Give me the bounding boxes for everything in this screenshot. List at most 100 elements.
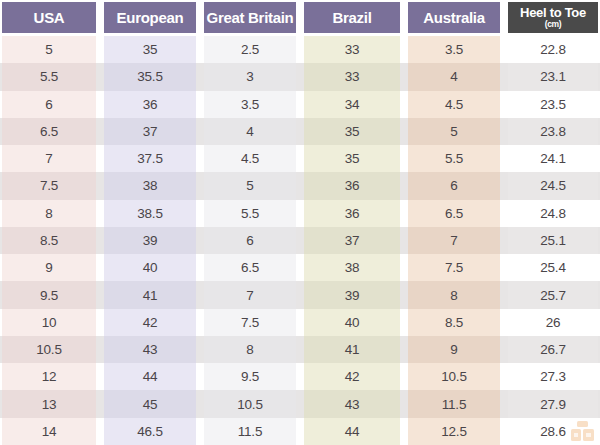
shoe-size-conversion-page: USA European Great Britain Brazil Austra… bbox=[0, 0, 600, 445]
column-header-australia: Australia bbox=[408, 2, 500, 33]
table-cell: 10.5 bbox=[2, 336, 96, 363]
table-cell: 40 bbox=[104, 254, 196, 281]
table-cell: 5.5 bbox=[2, 63, 96, 90]
table-cell: 24.1 bbox=[508, 145, 598, 172]
column-header-label: Brazil bbox=[332, 10, 371, 26]
table-cell: 6 bbox=[204, 227, 296, 254]
column-header-brazil: Brazil bbox=[304, 2, 400, 33]
table-cell: 26 bbox=[508, 309, 598, 336]
table-cell: 5 bbox=[204, 172, 296, 199]
column-header-label: Great Britain bbox=[207, 10, 294, 26]
table-cell: 22.8 bbox=[508, 36, 598, 63]
table-cell: 39 bbox=[104, 227, 196, 254]
table-row: 5352.5333.522.8 bbox=[0, 36, 600, 63]
table-cell: 9.5 bbox=[204, 363, 296, 390]
table-cell: 40 bbox=[304, 309, 400, 336]
table-cell: 27.9 bbox=[508, 390, 598, 417]
table-cell: 37 bbox=[104, 118, 196, 145]
table-cell: 46.5 bbox=[104, 418, 196, 445]
table-cell: 36 bbox=[304, 172, 400, 199]
table-cell: 10 bbox=[2, 309, 96, 336]
table-cell: 3 bbox=[204, 63, 296, 90]
table-cell: 36 bbox=[304, 200, 400, 227]
table-row: 737.54.5355.524.1 bbox=[0, 145, 600, 172]
table-row: 13 45 10.5 43 11.5 27.9 bbox=[0, 390, 600, 417]
table-cell: 8.5 bbox=[2, 227, 96, 254]
table-cell: 9 bbox=[2, 254, 96, 281]
table-cell: 23.8 bbox=[508, 118, 598, 145]
table-cell: 5.5 bbox=[408, 145, 500, 172]
watermark-logo bbox=[570, 420, 595, 442]
table-cell: 43 bbox=[104, 336, 196, 363]
table-cell: 3.5 bbox=[204, 91, 296, 118]
table-cell: 38 bbox=[304, 254, 400, 281]
table-row: 10 42 7.5 40 8.5 26 bbox=[0, 309, 600, 336]
column-header-heel-to-toe: Heel to Toe (cm) bbox=[508, 2, 598, 33]
table-cell: 27.3 bbox=[508, 363, 598, 390]
table-cell: 33 bbox=[304, 36, 400, 63]
table-cell: 35.5 bbox=[104, 63, 196, 90]
table-cell: 7.5 bbox=[408, 254, 500, 281]
table-cell: 26.7 bbox=[508, 336, 598, 363]
table-cell: 34 bbox=[304, 91, 400, 118]
table-cell: 37 bbox=[304, 227, 400, 254]
table-cell: 7 bbox=[408, 227, 500, 254]
table-cell: 42 bbox=[104, 309, 196, 336]
table-cell: 8 bbox=[2, 200, 96, 227]
table-cell: 14 bbox=[2, 418, 96, 445]
table-cell: 44 bbox=[104, 363, 196, 390]
table-cell: 13 bbox=[2, 390, 96, 417]
table-cell: 4 bbox=[204, 118, 296, 145]
table-cell: 4.5 bbox=[408, 91, 500, 118]
table-cell: 8 bbox=[408, 281, 500, 308]
table-cell: 10.5 bbox=[204, 390, 296, 417]
table-cell: 33 bbox=[304, 63, 400, 90]
table-cell: 6 bbox=[408, 172, 500, 199]
table-cell: 4.5 bbox=[204, 145, 296, 172]
table-row: 838.55.5366.524.8 bbox=[0, 200, 600, 227]
table-row: 9406.5387.525.4 bbox=[0, 254, 600, 281]
table-cell: 41 bbox=[104, 281, 196, 308]
table-body: 5352.5333.522.85.535.5333423.16363.5344.… bbox=[0, 36, 600, 445]
table-cell: 8.5 bbox=[408, 309, 500, 336]
table-header-row: USA European Great Britain Brazil Austra… bbox=[0, 0, 600, 36]
column-header-label: Australia bbox=[423, 10, 485, 26]
table-row: 7.538536624.5 bbox=[0, 172, 600, 199]
table-row: 12449.54210.527.3 bbox=[0, 363, 600, 390]
table-row: 5.535.5333423.1 bbox=[0, 63, 600, 90]
table-row: 1446.511.54412.528.6 bbox=[0, 418, 600, 445]
table-cell: 4 bbox=[408, 63, 500, 90]
table-cell: 43 bbox=[304, 390, 400, 417]
table-cell: 11.5 bbox=[408, 390, 500, 417]
column-header-label: Heel to Toe bbox=[520, 6, 586, 20]
table-cell: 39 bbox=[304, 281, 400, 308]
table-cell: 35 bbox=[304, 145, 400, 172]
table-cell: 41 bbox=[304, 336, 400, 363]
column-header-label: USA bbox=[34, 10, 65, 26]
table-cell: 38.5 bbox=[104, 200, 196, 227]
table-cell: 44 bbox=[304, 418, 400, 445]
table-cell: 12.5 bbox=[408, 418, 500, 445]
table-cell: 7 bbox=[204, 281, 296, 308]
table-cell: 42 bbox=[304, 363, 400, 390]
table-cell: 24.5 bbox=[508, 172, 598, 199]
table-row: 6363.5344.523.5 bbox=[0, 91, 600, 118]
table-cell: 38 bbox=[104, 172, 196, 199]
table-cell: 8 bbox=[204, 336, 296, 363]
table-cell: 45 bbox=[104, 390, 196, 417]
column-header-label: European bbox=[117, 10, 184, 26]
table-row: 8.539637725.1 bbox=[0, 227, 600, 254]
table-cell: 5.5 bbox=[204, 200, 296, 227]
table-cell: 35 bbox=[304, 118, 400, 145]
table-cell: 23.1 bbox=[508, 63, 598, 90]
table-cell: 25.4 bbox=[508, 254, 598, 281]
table-cell: 24.8 bbox=[508, 200, 598, 227]
column-header-unit-label: (cm) bbox=[545, 20, 562, 29]
table-cell: 11.5 bbox=[204, 418, 296, 445]
table-cell: 2.5 bbox=[204, 36, 296, 63]
table-cell: 23.5 bbox=[508, 91, 598, 118]
table-cell: 37.5 bbox=[104, 145, 196, 172]
table-cell: 7.5 bbox=[204, 309, 296, 336]
table-cell: 25.7 bbox=[508, 281, 598, 308]
table-cell: 36 bbox=[104, 91, 196, 118]
